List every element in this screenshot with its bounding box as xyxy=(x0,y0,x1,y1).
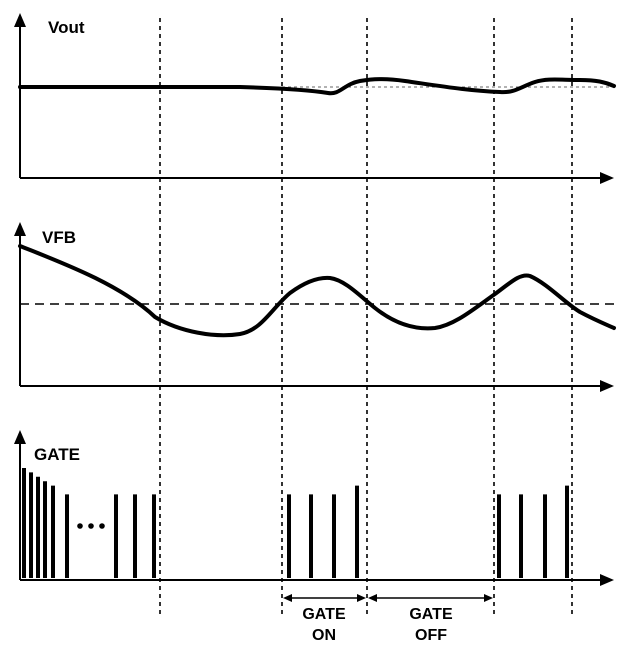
vfb-panel: VFB xyxy=(14,222,616,392)
vfb-waveform xyxy=(18,244,616,338)
time-dividers xyxy=(159,18,573,618)
vout-x-arrow xyxy=(600,172,614,184)
vout-y-arrow xyxy=(14,13,26,27)
vfb-y-arrow xyxy=(14,222,26,236)
gate-on-arrow-left xyxy=(283,594,292,602)
gate-y-arrow xyxy=(14,430,26,444)
vout-label: Vout xyxy=(48,18,85,37)
gate-panel: GATE xyxy=(14,430,614,586)
ellipsis-dot-3 xyxy=(99,523,105,529)
gate-on-label-line2: ON xyxy=(312,627,336,644)
gate-on-label-line1: GATE xyxy=(302,606,346,623)
vout-waveform xyxy=(18,77,616,96)
burst-continuation-dots xyxy=(77,523,105,529)
gate-on-interval: GATE ON xyxy=(283,594,366,644)
gate-pulse-train xyxy=(22,468,569,578)
gate-off-arrow-left xyxy=(368,594,377,602)
gate-off-interval: GATE OFF xyxy=(368,594,493,644)
gate-off-arrow-right xyxy=(484,594,493,602)
vfb-label: VFB xyxy=(42,228,76,247)
ellipsis-dot-2 xyxy=(88,523,94,529)
gate-off-label-line2: OFF xyxy=(415,627,447,644)
vout-panel: Vout xyxy=(14,13,616,184)
gate-off-label-line1: GATE xyxy=(409,606,453,623)
gate-label: GATE xyxy=(34,445,80,464)
vfb-x-arrow xyxy=(600,380,614,392)
gate-x-arrow xyxy=(600,574,614,586)
ellipsis-dot-1 xyxy=(77,523,83,529)
gate-on-arrow-right xyxy=(357,594,366,602)
